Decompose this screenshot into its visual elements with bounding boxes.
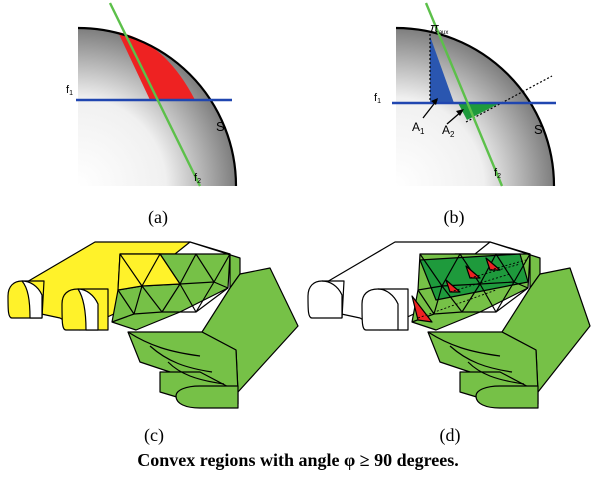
figure-caption: Convex regions with angle φ ≥ 90 degrees… bbox=[137, 450, 458, 470]
panel-b: πaux f1 f2 S A1 A2 (b) bbox=[374, 3, 556, 228]
sublabel-a: (a) bbox=[148, 207, 168, 228]
green-foot-c bbox=[176, 386, 238, 408]
sublabel-d: (d) bbox=[440, 425, 461, 446]
panel-d: (d) bbox=[308, 242, 590, 446]
middle-block-d bbox=[362, 289, 408, 330]
green-foot-d bbox=[476, 386, 538, 408]
label-f1-b: f1 bbox=[374, 92, 381, 105]
left-block-d bbox=[308, 281, 344, 318]
label-pi-aux: πaux bbox=[430, 20, 448, 36]
label-f1-a: f1 bbox=[66, 84, 73, 97]
panel-a: f1 f2 S (a) bbox=[66, 3, 236, 228]
sublabel-b: (b) bbox=[444, 207, 465, 228]
sublabel-c: (c) bbox=[144, 425, 164, 446]
panel-c: (c) bbox=[8, 242, 298, 446]
label-s-a: S bbox=[216, 119, 225, 134]
label-s-b: S bbox=[534, 122, 543, 137]
